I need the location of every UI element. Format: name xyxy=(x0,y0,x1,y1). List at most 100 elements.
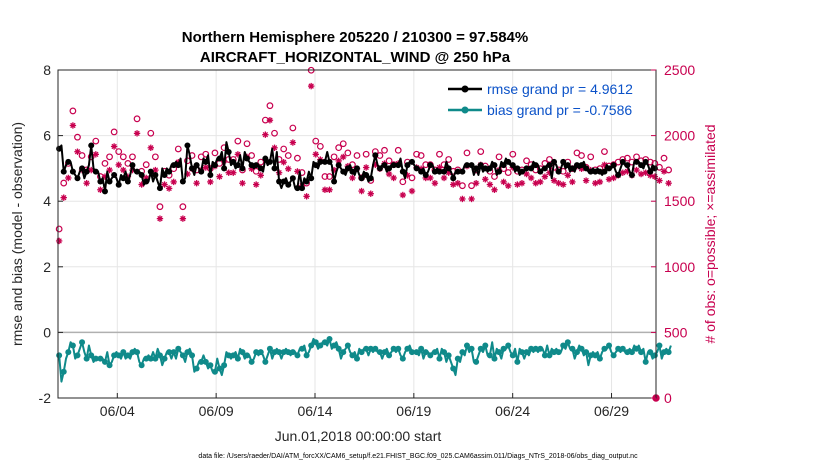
rmse-point xyxy=(60,168,67,175)
obs-possible-point xyxy=(523,157,530,165)
rmse-point xyxy=(124,178,131,185)
obs-assimilated-point xyxy=(193,180,200,187)
bias-point xyxy=(193,365,200,372)
chart-subtitle: AIRCRAFT_HORIZONTAL_WIND @ 250 hPa xyxy=(200,49,511,66)
bias-point xyxy=(358,349,365,356)
y-tick-label: 8 xyxy=(43,62,51,78)
obs-possible-point xyxy=(129,153,136,161)
obs-possible-point xyxy=(133,115,141,123)
obs-possible-point xyxy=(60,179,68,187)
bias-point xyxy=(244,352,251,359)
bias-point xyxy=(79,339,86,346)
bias-point xyxy=(399,355,406,362)
bias-point xyxy=(560,342,567,349)
bias-point xyxy=(509,352,516,359)
obs-assimilated-point xyxy=(367,190,374,197)
bias-point xyxy=(152,355,159,362)
bias-point xyxy=(422,349,429,356)
bias-point xyxy=(395,345,402,352)
obs-possible-point xyxy=(55,225,63,233)
rmse-point xyxy=(638,162,645,169)
bias-point xyxy=(505,342,512,349)
obs-assimilated-point xyxy=(482,176,489,183)
obs-assimilated-point xyxy=(257,172,264,179)
rmse-point xyxy=(459,168,466,175)
bias-point xyxy=(340,349,347,356)
rmse-point xyxy=(198,168,205,175)
bias-point xyxy=(491,355,498,362)
bias-point xyxy=(97,355,104,362)
rmse-point xyxy=(537,168,544,175)
bias-point xyxy=(408,349,415,356)
rmse-point xyxy=(454,168,461,175)
rmse-point xyxy=(592,168,599,175)
y-tick-label: 2 xyxy=(43,259,51,275)
obs-possible-point xyxy=(106,153,113,161)
bias-point xyxy=(312,339,319,346)
obs-assimilated-point xyxy=(74,148,81,155)
bias-point xyxy=(367,345,374,352)
obs-assimilated-point xyxy=(115,161,122,169)
obs-possible-point xyxy=(179,203,187,211)
rmse-point xyxy=(610,162,617,169)
obs-possible-point xyxy=(463,149,471,157)
bias-point xyxy=(289,349,296,356)
rmse-point xyxy=(514,165,521,172)
bias-point xyxy=(138,362,145,369)
rmse-point xyxy=(138,171,145,178)
bias-point xyxy=(523,349,530,356)
rmse-point xyxy=(473,165,480,172)
rmse-point xyxy=(560,158,567,165)
rmse-point xyxy=(518,168,525,175)
bias-point xyxy=(546,352,553,359)
rmse-point xyxy=(619,158,626,165)
rmse-point xyxy=(578,162,585,169)
bias-point xyxy=(124,352,131,359)
obs-possible-point xyxy=(78,152,86,159)
bias-point xyxy=(248,358,255,365)
bias-point xyxy=(633,345,640,352)
obs-assimilated-point xyxy=(110,143,118,150)
bias-point xyxy=(418,345,425,352)
rmse-point xyxy=(244,155,251,162)
rmse-point xyxy=(239,165,246,172)
bias-point xyxy=(239,349,246,356)
bias-point xyxy=(656,342,663,349)
rmse-point xyxy=(271,165,278,172)
bias-point xyxy=(514,358,521,365)
obs-assimilated-point xyxy=(340,153,347,161)
rmse-point xyxy=(317,158,324,165)
rmse-point xyxy=(175,162,182,169)
rmse-point xyxy=(308,175,315,182)
bias-point xyxy=(198,358,205,365)
obs-assimilated-point xyxy=(170,178,177,186)
obs-assimilated-point xyxy=(569,178,576,186)
obs-possible-point xyxy=(491,173,498,180)
obs-assimilated-point xyxy=(280,159,287,166)
obs-assimilated-point xyxy=(431,180,439,187)
rmse-point xyxy=(601,168,608,175)
obs-assimilated-point xyxy=(633,166,640,174)
bias-point xyxy=(601,345,608,352)
rmse-point xyxy=(624,162,631,169)
rmse-point xyxy=(248,162,255,169)
rmse-point xyxy=(115,181,122,188)
obs-assimilated-point xyxy=(550,177,558,184)
bias-point xyxy=(184,349,191,356)
rmse-point xyxy=(569,165,576,172)
bias-point xyxy=(143,355,150,362)
rmse-point xyxy=(56,145,63,152)
rmse-point xyxy=(372,152,379,159)
obs-assimilated-point xyxy=(312,151,319,158)
obs-assimilated-point xyxy=(289,139,297,146)
obs-assimilated-point xyxy=(427,174,434,182)
obs-assimilated-point xyxy=(532,180,539,187)
rmse-point xyxy=(564,162,571,169)
x-tick-label: 06/04 xyxy=(100,403,135,419)
obs-assimilated-point xyxy=(156,215,164,222)
y-right-tick-label: 1000 xyxy=(664,259,695,275)
bias-point xyxy=(427,352,434,359)
bias-point xyxy=(518,349,525,356)
bias-point xyxy=(331,342,338,349)
obs-possible-point xyxy=(151,153,159,161)
